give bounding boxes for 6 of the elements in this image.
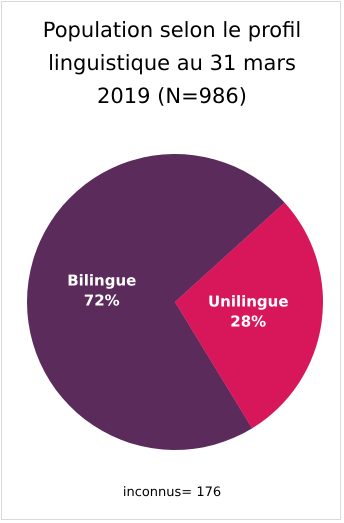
slice-label: Bilingue bbox=[67, 271, 136, 290]
chart-title: Population selon le profil linguistique au 31 mars 2019 (N=986) bbox=[42, 17, 302, 110]
data-label: 28% bbox=[230, 312, 266, 330]
slice-label: Unilingue bbox=[208, 292, 289, 310]
data-label: 72% bbox=[84, 291, 120, 310]
text: inconnus= 176 bbox=[122, 485, 222, 500]
